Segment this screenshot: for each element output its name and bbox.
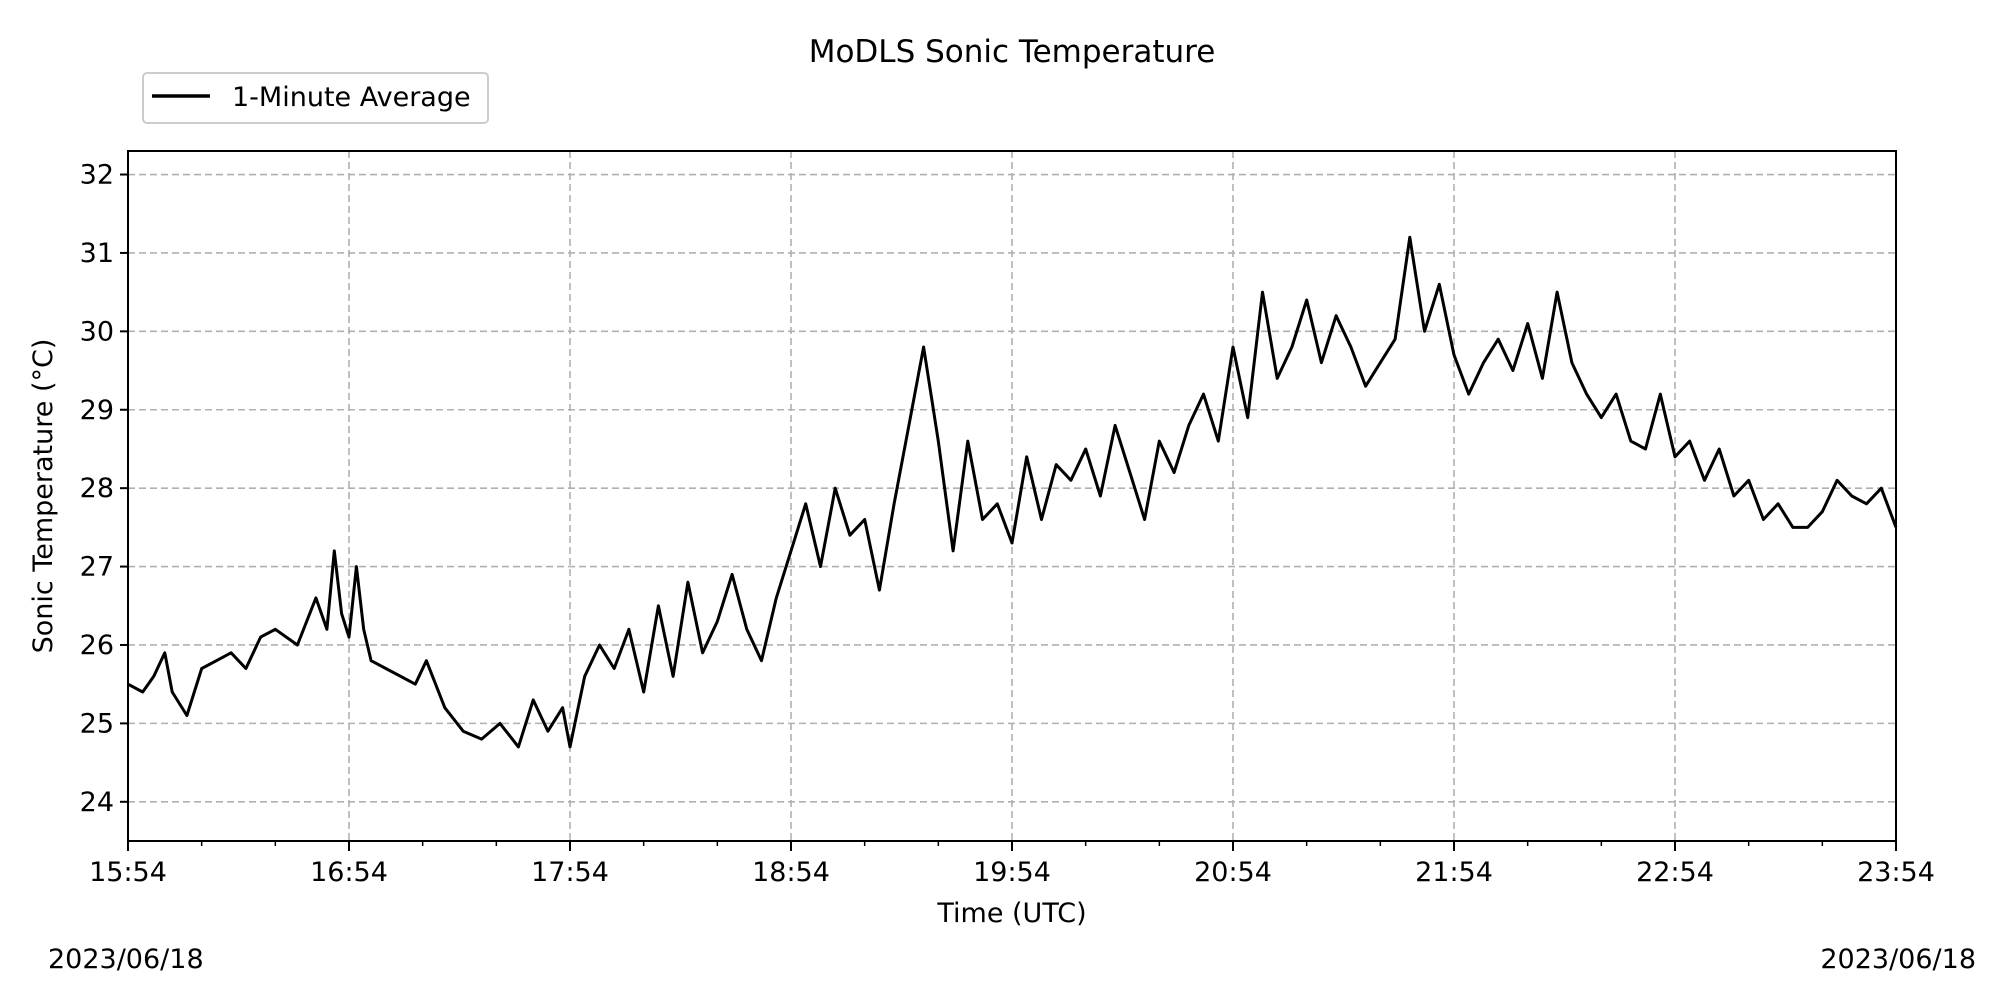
y-tick-label: 27	[80, 552, 114, 583]
legend-box	[142, 72, 489, 124]
y-tick-label: 24	[80, 787, 114, 818]
x-tick-label: 16:54	[310, 857, 388, 888]
x-tick-label: 21:54	[1415, 857, 1493, 888]
date-right: 2023/06/18	[1820, 944, 1976, 975]
series-line-1-minute-average	[127, 235, 1898, 749]
grid-lines	[128, 151, 1896, 841]
x-axis: 15:54 16:54 17:54 18:54 19:54 20:54 21:54 22:54…	[89, 841, 1935, 888]
x-tick-label: 17:54	[531, 857, 609, 888]
x-tick-label: 15:54	[89, 857, 167, 888]
x-tick-label: 19:54	[973, 857, 1051, 888]
y-tick-label: 26	[80, 630, 114, 661]
y-tick-label: 25	[80, 708, 114, 739]
y-tick-label: 28	[80, 473, 114, 504]
x-tick-label: 18:54	[752, 857, 830, 888]
legend-label: 1-Minute Average	[232, 82, 471, 113]
date-left: 2023/06/18	[48, 944, 204, 975]
chart-title: MoDLS Sonic Temperature	[809, 34, 1216, 70]
x-tick-label: 22:54	[1636, 857, 1714, 888]
legend: 1-Minute Average	[142, 72, 489, 124]
y-axis: 24 25 26 27 28 29 30 31 32	[80, 160, 128, 818]
x-axis-label: Time (UTC)	[936, 898, 1086, 929]
y-tick-label: 31	[80, 238, 114, 269]
y-tick-label: 30	[80, 316, 114, 347]
y-tick-label: 29	[80, 395, 114, 426]
y-tick-label: 32	[80, 160, 114, 191]
x-tick-label: 20:54	[1194, 857, 1272, 888]
x-tick-label: 23:54	[1857, 857, 1935, 888]
y-axis-label: Sonic Temperature (°C)	[28, 339, 59, 654]
